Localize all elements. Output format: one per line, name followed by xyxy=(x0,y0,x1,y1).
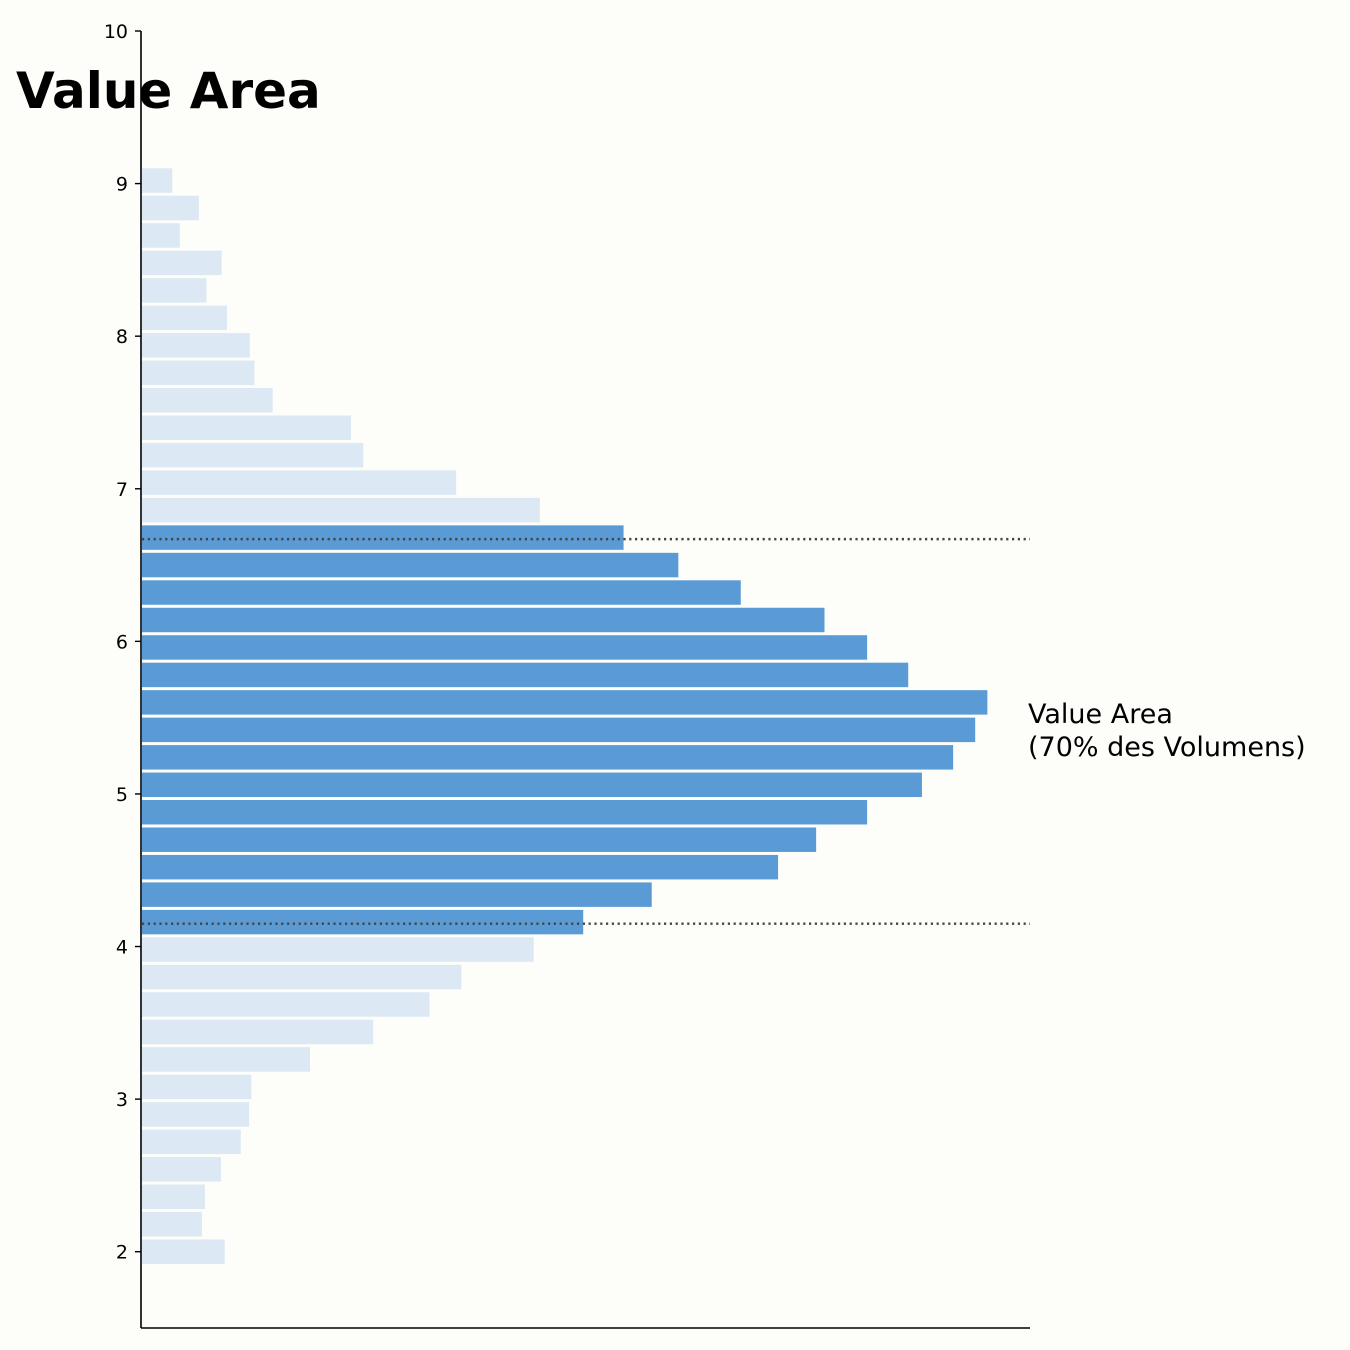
volume-bar xyxy=(142,305,228,331)
volume-bar xyxy=(142,168,173,193)
y-tick-label: 2 xyxy=(116,1242,128,1264)
y-tick-label: 3 xyxy=(116,1089,128,1111)
value-area-bar xyxy=(142,607,825,633)
volume-bar xyxy=(142,964,462,990)
value-area-bar xyxy=(142,525,624,550)
value-area-bar xyxy=(142,552,679,578)
value-area-annotation: Value Area (70% des Volumens) xyxy=(1028,699,1306,763)
value-area-bar xyxy=(142,854,779,880)
volume-bar xyxy=(142,1239,225,1264)
volume-bar xyxy=(142,1074,252,1100)
value-area-bar xyxy=(142,690,988,715)
volume-bar xyxy=(142,360,255,386)
chart-title: Value Area xyxy=(16,62,321,120)
volume-bar xyxy=(142,195,199,221)
volume-bar xyxy=(142,333,250,358)
y-tick-label: 6 xyxy=(116,631,128,653)
y-tick-label: 4 xyxy=(116,937,128,959)
annotation-line-1: Value Area xyxy=(1028,699,1173,730)
volume-bar xyxy=(142,278,207,303)
value-area-bar xyxy=(142,635,868,660)
value-area-bar xyxy=(142,909,584,935)
value-area-bar xyxy=(142,772,922,798)
volume-bar xyxy=(142,415,352,440)
volume-bar xyxy=(142,388,273,413)
volume-bars xyxy=(142,168,988,1264)
volume-bar xyxy=(142,1212,202,1237)
volume-bar xyxy=(142,1184,205,1210)
value-area-bar xyxy=(142,717,976,743)
volume-bar xyxy=(142,1157,221,1182)
y-tick-label: 8 xyxy=(116,326,128,348)
volume-bar xyxy=(142,1129,241,1155)
volume-bar xyxy=(142,1047,310,1072)
value-area-bar xyxy=(142,882,652,907)
value-area-bar xyxy=(142,662,909,688)
volume-bar xyxy=(142,992,430,1017)
volume-bar xyxy=(142,1102,250,1127)
y-tick-label: 7 xyxy=(116,479,128,501)
y-tick-label: 5 xyxy=(116,784,128,806)
annotation-line-2: (70% des Volumens) xyxy=(1028,732,1306,763)
value-area-bar xyxy=(142,745,954,770)
volume-bar xyxy=(142,497,540,523)
volume-bar xyxy=(142,470,457,495)
axes: 2 3 4 5 6 7 8 9 10 xyxy=(104,21,1030,1329)
value-area-bar xyxy=(142,580,741,605)
value-area-bar xyxy=(142,827,817,852)
volume-bar xyxy=(142,937,534,962)
value-area-bar xyxy=(142,800,868,825)
volume-bar xyxy=(142,1019,374,1045)
y-tick-label: 10 xyxy=(104,21,128,43)
volume-bar xyxy=(142,223,180,248)
volume-bar xyxy=(142,250,222,276)
y-tick-label: 9 xyxy=(116,174,128,196)
volume-bar xyxy=(142,442,364,468)
